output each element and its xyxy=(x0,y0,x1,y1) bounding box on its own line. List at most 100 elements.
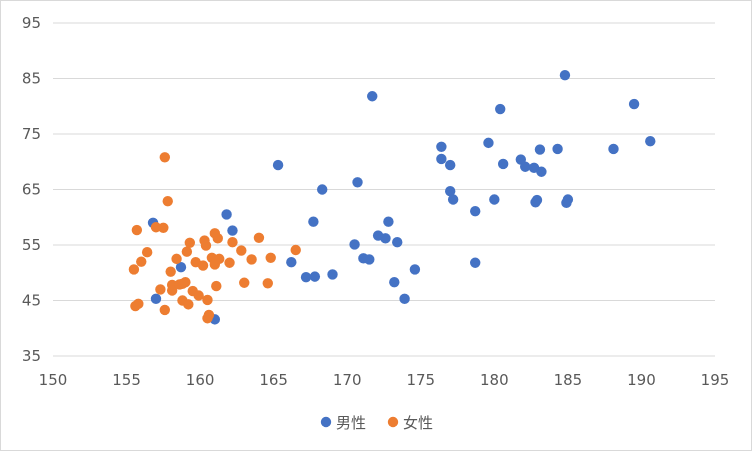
x-tick-label: 195 xyxy=(701,371,730,389)
gridlines xyxy=(53,22,715,357)
data-point xyxy=(495,103,506,115)
data-point xyxy=(193,290,204,301)
x-tick-label: 150 xyxy=(39,371,68,389)
data-point xyxy=(159,152,171,163)
data-point xyxy=(181,246,193,257)
data-point xyxy=(131,224,143,236)
x-tick-label: 170 xyxy=(333,371,362,389)
data-point xyxy=(380,233,391,244)
data-point xyxy=(197,260,209,271)
data-point xyxy=(202,294,213,306)
data-point xyxy=(158,222,169,233)
x-tick-label: 165 xyxy=(259,371,288,389)
data-point xyxy=(290,244,301,256)
y-tick-label: 35 xyxy=(22,347,41,365)
y-tick-label: 95 xyxy=(22,14,41,32)
data-point xyxy=(227,225,238,236)
data-point xyxy=(445,185,456,197)
data-point xyxy=(184,237,196,248)
x-tick-label: 175 xyxy=(406,371,435,389)
x-tick-label: 185 xyxy=(554,371,583,389)
data-point xyxy=(224,257,235,268)
data-point xyxy=(253,232,265,243)
data-point xyxy=(159,304,171,316)
data-point xyxy=(559,69,571,81)
y-tick-label: 45 xyxy=(22,292,41,310)
data-point xyxy=(309,271,321,282)
data-point xyxy=(203,309,215,321)
series-male xyxy=(147,69,656,325)
data-point xyxy=(392,237,403,248)
data-point xyxy=(150,293,162,305)
data-point xyxy=(236,245,247,256)
data-point xyxy=(534,144,546,155)
data-point xyxy=(436,141,447,152)
data-point xyxy=(628,98,640,110)
x-tick-label: 160 xyxy=(186,371,215,389)
data-point xyxy=(166,285,178,296)
data-point xyxy=(489,194,500,205)
x-tick-label: 155 xyxy=(112,371,141,389)
data-point xyxy=(128,264,140,275)
data-point xyxy=(352,177,363,188)
data-point xyxy=(136,256,147,267)
series-female xyxy=(128,152,301,324)
data-point xyxy=(447,194,459,205)
data-point xyxy=(483,137,494,149)
data-point xyxy=(183,299,194,310)
x-axis-tick-labels: 150 155 160 165 170 175 180 185 190 195 xyxy=(39,371,730,389)
legend: 男性 女性 xyxy=(320,414,433,432)
x-tick-label: 190 xyxy=(627,371,656,389)
data-point xyxy=(133,298,144,310)
data-point xyxy=(200,240,212,251)
data-point xyxy=(211,280,222,292)
data-point xyxy=(436,153,447,165)
legend-label: 男性 xyxy=(336,414,366,432)
y-tick-label: 65 xyxy=(22,181,41,199)
y-axis-tick-labels: 35 45 55 65 75 85 95 xyxy=(22,14,41,365)
data-point xyxy=(562,194,574,205)
data-point xyxy=(470,257,481,268)
y-tick-label: 85 xyxy=(22,70,41,88)
data-point xyxy=(300,271,312,283)
data-point xyxy=(265,252,276,263)
data-point xyxy=(399,293,410,305)
data-point xyxy=(520,161,531,172)
data-point xyxy=(608,143,619,155)
data-point xyxy=(272,159,284,171)
data-point xyxy=(409,264,421,275)
data-point xyxy=(389,276,400,288)
data-point xyxy=(212,233,223,244)
y-tick-label: 75 xyxy=(22,125,41,143)
data-point xyxy=(364,254,375,265)
data-point xyxy=(262,278,273,289)
data-point xyxy=(162,195,173,207)
legend-marker xyxy=(320,416,332,428)
data-point xyxy=(221,209,232,220)
data-point xyxy=(470,205,481,217)
data-point xyxy=(445,159,456,171)
data-point xyxy=(227,237,238,248)
data-point xyxy=(246,254,257,265)
data-point xyxy=(367,91,378,102)
data-point xyxy=(155,284,166,295)
data-point xyxy=(531,194,543,206)
data-point xyxy=(239,277,250,288)
data-point xyxy=(317,184,328,195)
legend-label: 女性 xyxy=(403,414,433,432)
data-point xyxy=(141,247,153,258)
x-tick-label: 180 xyxy=(480,371,509,389)
data-point xyxy=(645,136,656,147)
legend-marker xyxy=(387,416,399,428)
data-point xyxy=(214,253,225,265)
data-point xyxy=(536,166,547,177)
data-point xyxy=(175,262,187,273)
data-point xyxy=(165,266,176,277)
data-point xyxy=(552,143,563,155)
data-point xyxy=(327,269,338,280)
data-point xyxy=(171,253,182,265)
data-point xyxy=(349,239,360,250)
data-point xyxy=(308,216,319,227)
